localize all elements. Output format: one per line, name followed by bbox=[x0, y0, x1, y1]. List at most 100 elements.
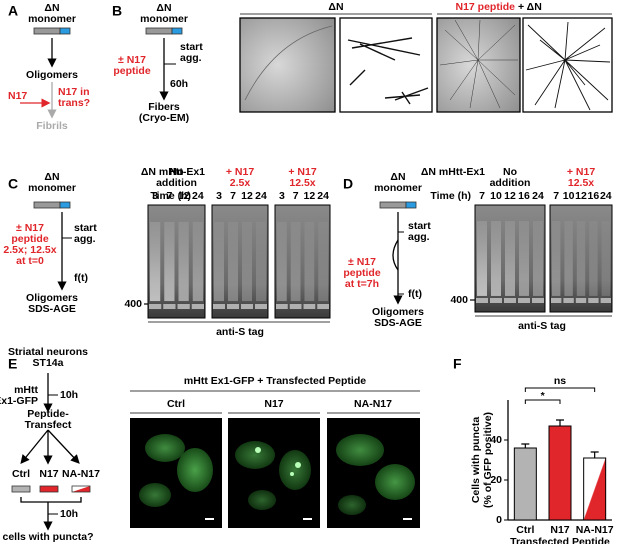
image-label: NA-N17 bbox=[354, 398, 392, 410]
gel-band bbox=[163, 304, 176, 309]
label: anti-S tag bbox=[216, 326, 264, 338]
label: 10h bbox=[60, 389, 78, 401]
label: monomer bbox=[28, 182, 76, 194]
gel-smear bbox=[304, 221, 315, 302]
label: No bbox=[170, 166, 184, 178]
label: ΔN bbox=[390, 171, 405, 183]
gel-band bbox=[551, 298, 562, 303]
time-label: 12 bbox=[304, 190, 316, 202]
panel-label: B bbox=[112, 3, 122, 19]
label: N17 bbox=[8, 90, 27, 102]
gel-band bbox=[149, 304, 162, 309]
x-tick-label: Ctrl bbox=[516, 524, 534, 536]
time-label: 10 bbox=[490, 190, 502, 202]
label: 60h bbox=[170, 78, 188, 90]
gel-smear bbox=[277, 221, 287, 302]
label: Oligomers bbox=[372, 306, 424, 318]
bracket bbox=[524, 387, 596, 392]
label: monomer bbox=[28, 13, 76, 25]
panel-label: C bbox=[8, 176, 18, 192]
gel-smear bbox=[505, 221, 515, 296]
gel-smear bbox=[576, 221, 586, 296]
label: ± N17 bbox=[348, 256, 376, 268]
time-label: 3 bbox=[152, 190, 158, 202]
time-label: 12 bbox=[504, 190, 516, 202]
label: peptide bbox=[343, 267, 380, 279]
gel-band bbox=[588, 298, 599, 303]
error-bar bbox=[556, 419, 564, 426]
label: peptide bbox=[11, 233, 48, 245]
label: 10h bbox=[60, 508, 78, 520]
label: 2.5x bbox=[230, 177, 251, 189]
label: addition bbox=[156, 177, 197, 189]
time-label: 24 bbox=[192, 190, 204, 202]
label: + ΔN bbox=[518, 1, 542, 13]
label: Fibers bbox=[148, 101, 180, 113]
gel-smear bbox=[589, 221, 598, 296]
label: Striatal neurons bbox=[8, 346, 88, 358]
label: mHtt bbox=[14, 384, 38, 396]
time-label: 10 bbox=[563, 190, 575, 202]
label: start bbox=[180, 41, 203, 53]
label: (Cryo-EM) bbox=[139, 112, 189, 124]
gel-smear bbox=[318, 221, 328, 302]
gel-band bbox=[518, 298, 530, 303]
gel-band bbox=[575, 298, 587, 303]
label: Transfect bbox=[25, 419, 72, 431]
label: start bbox=[408, 220, 431, 232]
label: 400 bbox=[450, 294, 468, 306]
label: 12.5x bbox=[289, 177, 315, 189]
time-label: 7 bbox=[479, 190, 485, 202]
panel-label: A bbox=[8, 3, 18, 19]
gel-smear bbox=[533, 221, 543, 296]
time-label: 7 bbox=[166, 190, 172, 202]
label: Ex1-GFP bbox=[0, 395, 38, 407]
gel-smear bbox=[228, 221, 238, 302]
gel-smear bbox=[564, 221, 573, 296]
y-tick-label: 40 bbox=[490, 434, 502, 446]
gel-band bbox=[600, 298, 611, 303]
label: Time (h) bbox=[430, 190, 471, 202]
label: anti-S tag bbox=[518, 320, 566, 332]
label: Fibrils bbox=[36, 120, 68, 132]
gel-smear bbox=[552, 221, 561, 296]
y-axis-label: Cells with puncta bbox=[470, 417, 482, 504]
label: Oligomers bbox=[26, 69, 78, 81]
label: peptide bbox=[113, 65, 150, 77]
label: No bbox=[503, 166, 517, 178]
gel-band bbox=[532, 298, 544, 303]
label: + N17 bbox=[288, 166, 316, 178]
layout bbox=[11, 13, 613, 528]
label: start bbox=[74, 222, 97, 234]
label: SDS-AGE bbox=[28, 303, 76, 315]
bar bbox=[513, 447, 537, 521]
time-label: 12 bbox=[241, 190, 253, 202]
time-label: 24 bbox=[317, 190, 329, 202]
gel-smear bbox=[164, 221, 175, 302]
annotation: * bbox=[541, 390, 546, 402]
label: at t=0 bbox=[16, 255, 44, 267]
gel-band bbox=[276, 304, 288, 309]
label: ΔN mHtt-Ex1 bbox=[141, 166, 205, 178]
time-label: 7 bbox=[230, 190, 236, 202]
label: Time (h) bbox=[150, 190, 191, 202]
label: ΔN mHtt-Ex1 bbox=[421, 166, 485, 178]
label: Peptide- bbox=[27, 408, 69, 420]
image-label: N17 bbox=[264, 398, 283, 410]
gel-band bbox=[241, 304, 253, 309]
gel-band bbox=[317, 304, 329, 309]
label: at t=7h bbox=[345, 278, 379, 290]
time-label: 12 bbox=[178, 190, 190, 202]
time-label: 12 bbox=[575, 190, 587, 202]
label: 2.5x; 12.5x bbox=[3, 244, 56, 256]
label: N17 peptide bbox=[455, 1, 515, 13]
time-label: 3 bbox=[279, 190, 285, 202]
label: N17 in bbox=[58, 86, 90, 98]
gel-smear bbox=[256, 221, 266, 302]
group-label: Ctrl bbox=[12, 468, 30, 480]
gel-smear bbox=[491, 221, 501, 296]
y-axis-label: (% of GFP positive) bbox=[482, 412, 494, 508]
image-label: Ctrl bbox=[167, 398, 185, 410]
